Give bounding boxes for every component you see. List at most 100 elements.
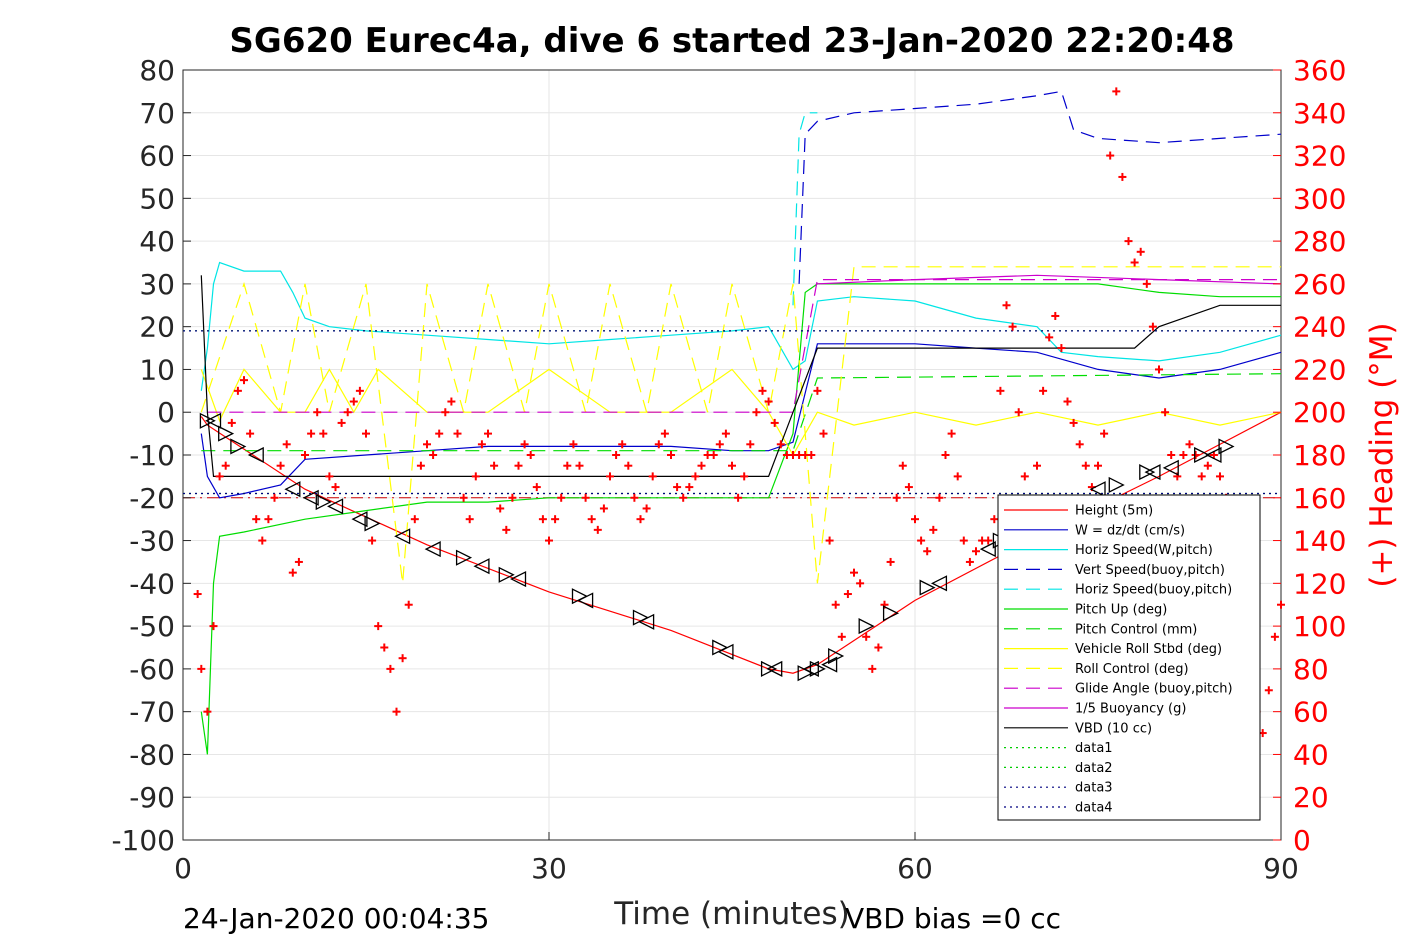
heading-point (270, 493, 279, 502)
heading-point (752, 408, 761, 417)
legend-item: Height (5m) (1004, 504, 1153, 519)
legend-label: Glide Angle (buoy,pitch) (1075, 682, 1233, 697)
series-line-vert-speed-buoy-pitch (798, 90, 1282, 284)
series-line-vbd-10-cc (200, 275, 1281, 477)
series-line-roll-control-deg (200, 266, 1281, 584)
heading-point (886, 557, 895, 566)
heading-point (1118, 172, 1127, 181)
heading-point (1142, 279, 1151, 288)
y-tick-label-left: 10 (139, 353, 175, 386)
legend-label: Pitch Control (mm) (1075, 622, 1197, 637)
heading-point (1094, 461, 1102, 470)
heading-point (1033, 461, 1041, 470)
x-tick-label: 90 (1263, 852, 1299, 885)
triangle-marker (1162, 459, 1179, 476)
chart-title: SG620 Eurec4a, dive 6 started 23-Jan-202… (229, 21, 1234, 61)
triangle-marker (1089, 481, 1106, 498)
heading-point (837, 632, 846, 641)
legend-label: Horiz Speed(W,pitch) (1075, 543, 1213, 558)
series-line-w-dz-dt-cm-s (200, 343, 1282, 499)
heading-point (240, 376, 248, 385)
legend-label: Pitch Up (deg) (1075, 603, 1167, 618)
legend-item: Horiz Speed(W,pitch) (1004, 543, 1213, 558)
heading-point (1179, 451, 1188, 459)
legend-item: Roll Control (deg) (1004, 662, 1189, 677)
triangle-marker (930, 575, 948, 592)
legend-item: W = dz/dt (cm/s) (1004, 523, 1185, 538)
triangle-marker (1144, 464, 1161, 481)
heading-point (386, 664, 395, 673)
y-tick-label-right: 320 (1293, 140, 1346, 173)
heading-point (856, 579, 865, 588)
triangle-marker (510, 571, 527, 588)
heading-point (374, 622, 383, 631)
heading-point (746, 440, 755, 449)
heading-point (941, 451, 950, 459)
legend-label: VBD (10 cc) (1075, 721, 1152, 736)
marker-layer (199, 412, 1235, 682)
heading-point (776, 440, 785, 449)
series-line-pitch-up-deg (200, 283, 1281, 755)
heading-point (599, 504, 608, 513)
legend-label: data4 (1075, 801, 1113, 816)
heading-point (325, 472, 334, 481)
y-tick-label-left: -70 (129, 696, 175, 729)
heading-point (1075, 440, 1084, 449)
heading-point (538, 515, 547, 524)
y-tick-label-left: -80 (129, 738, 175, 771)
heading-point (825, 536, 834, 545)
triangle-marker (979, 541, 996, 558)
heading-point (380, 643, 389, 652)
triangle-marker (394, 528, 411, 545)
heading-point (593, 525, 602, 534)
heading-point (362, 429, 370, 438)
y-tick-label-left: 80 (139, 54, 175, 87)
heading-point (1191, 451, 1200, 459)
heading-point (1069, 418, 1078, 427)
heading-point (679, 493, 688, 502)
heading-point (947, 429, 956, 438)
heading-point (471, 472, 480, 481)
heading-point (911, 515, 919, 524)
heading-point (1002, 301, 1011, 310)
heading-point (648, 472, 657, 481)
triangle-marker (327, 498, 344, 515)
heading-point (1081, 461, 1090, 470)
heading-point (1130, 258, 1139, 267)
triangle-marker (858, 618, 875, 635)
triangle-marker (638, 613, 655, 630)
legend-label: Roll Control (deg) (1075, 662, 1189, 677)
heading-point (697, 461, 706, 470)
y-tick-label-left: 0 (157, 396, 175, 429)
heading-point (459, 493, 468, 502)
heading-point (728, 461, 736, 470)
x-tick-label: 60 (897, 852, 933, 885)
heading-point (691, 472, 700, 481)
heading-point (721, 429, 730, 438)
heading-point (984, 536, 993, 545)
heading-point (441, 408, 450, 417)
heading-point (453, 429, 462, 438)
heading-point (209, 622, 218, 631)
heading-point (1008, 322, 1017, 331)
heading-point (770, 418, 779, 427)
y-tick-label-right: 40 (1293, 738, 1329, 771)
heading-point (343, 408, 352, 417)
heading-point (868, 664, 877, 673)
triangle-marker (284, 481, 301, 498)
heading-point (850, 568, 858, 577)
heading-point (496, 504, 505, 513)
legend-item: data2 (1004, 761, 1113, 776)
legend-item: Glide Angle (buoy,pitch) (1004, 682, 1233, 697)
heading-point (276, 461, 285, 470)
heading-point (898, 461, 907, 470)
heading-point (215, 472, 224, 481)
heading-point (197, 664, 206, 673)
triangle-marker (766, 660, 783, 677)
heading-point (904, 483, 913, 492)
heading-point (807, 451, 816, 459)
triangle-marker (498, 566, 515, 583)
legend-items: Height (5m) W = dz/dt (cm/s) Horiz Speed(W… (1004, 504, 1233, 816)
heading-point (193, 590, 202, 599)
heading-point (1124, 237, 1133, 246)
